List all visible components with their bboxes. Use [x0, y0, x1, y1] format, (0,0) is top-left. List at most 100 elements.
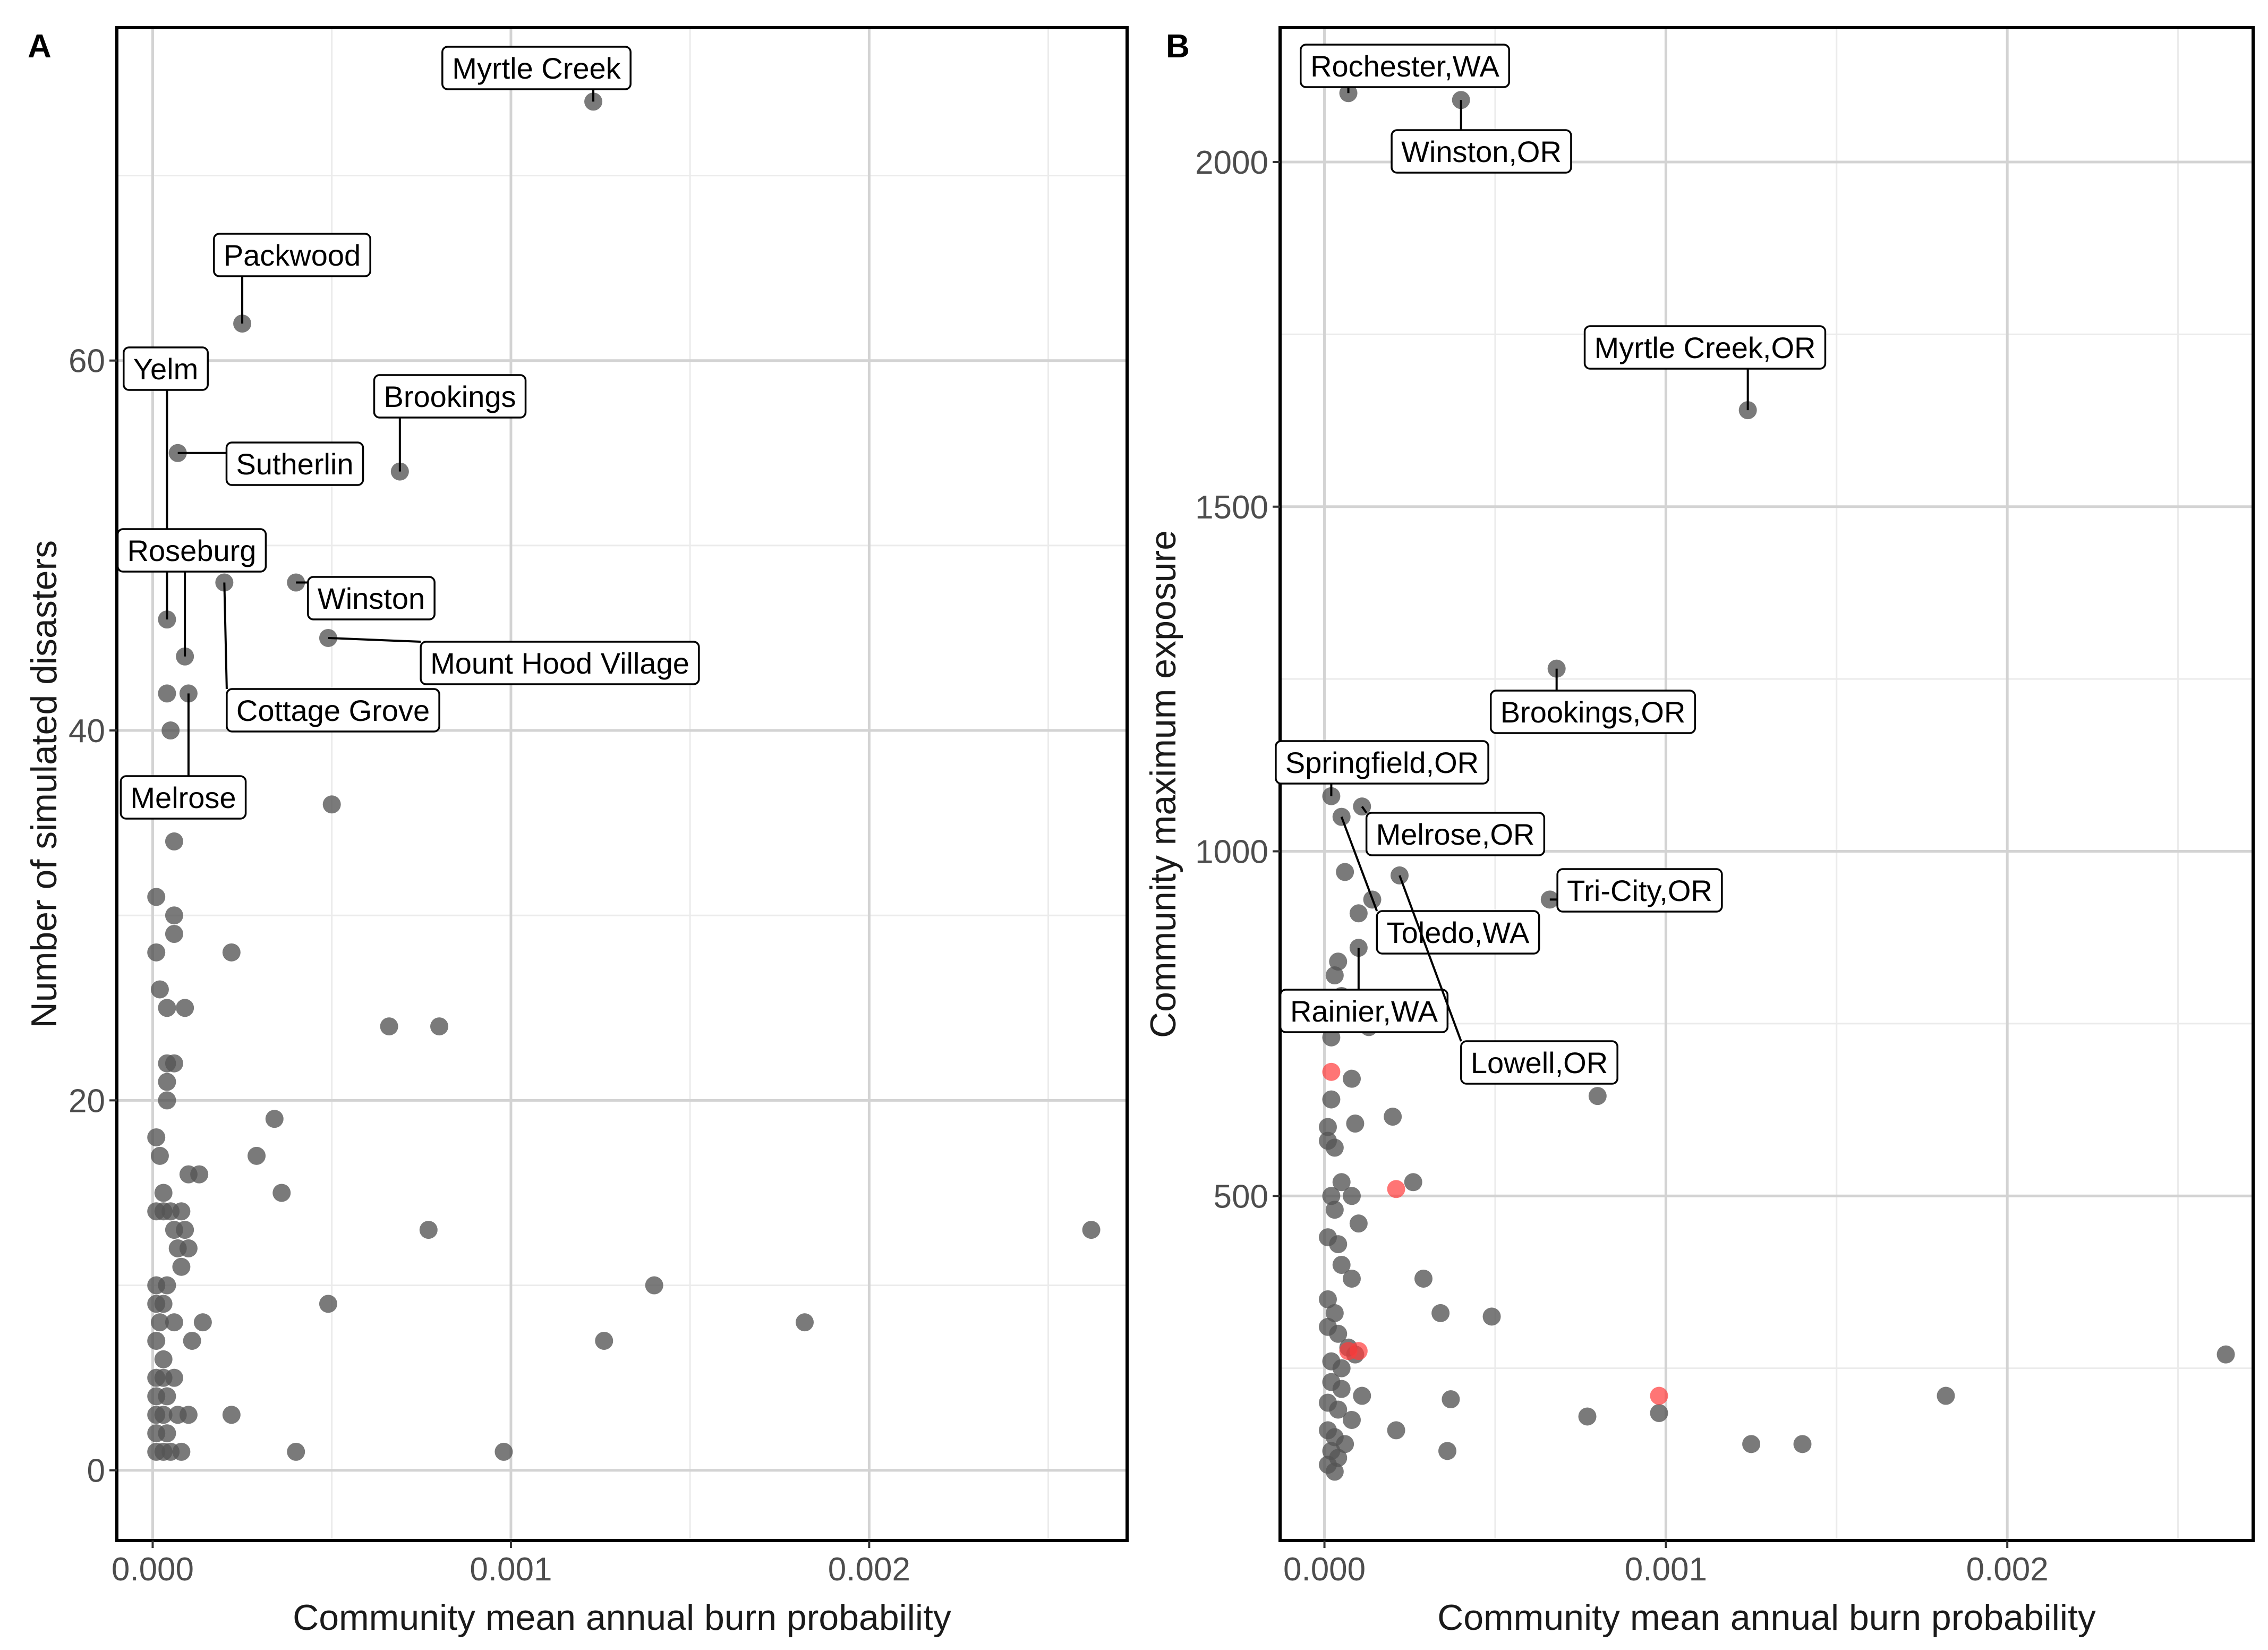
- point-label-box: [1365, 812, 1546, 856]
- point-label-text: Roseburg: [127, 534, 257, 567]
- point-label-text: Packwood: [224, 239, 361, 272]
- point-label: Springfield,OR: [1275, 740, 1489, 796]
- point-label: Winston: [296, 576, 436, 620]
- point-label-box: [1460, 1040, 1618, 1085]
- data-point: [1793, 1435, 1812, 1453]
- point-label-box: [307, 576, 436, 620]
- data-point: [150, 980, 169, 999]
- panel-a-series-communities: [147, 92, 1101, 1461]
- data-point: [154, 1295, 173, 1313]
- panel-b-series-highlighted: [1322, 1062, 1668, 1405]
- point-label: Melrose: [120, 693, 247, 820]
- point-label-box: [116, 528, 267, 573]
- point-label-box: [420, 641, 700, 685]
- label-leader-line: [328, 636, 421, 643]
- data-point: [248, 1146, 266, 1165]
- y-tick-label: 20: [69, 1083, 105, 1119]
- point-label-text: Brookings,OR: [1500, 695, 1686, 729]
- panel-b-series-communities: [1318, 84, 2235, 1481]
- point-label: Rainier,WA: [1279, 948, 1449, 1033]
- data-point: [1332, 1380, 1351, 1398]
- point-label-box: [1275, 740, 1489, 785]
- label-leader-line: [1399, 875, 1462, 1042]
- point-label: Yelm: [123, 346, 209, 620]
- point-label-text: Rainier,WA: [1290, 994, 1438, 1028]
- point-label-text: Lowell,OR: [1471, 1046, 1608, 1079]
- data-point: [1342, 1269, 1361, 1288]
- point-label-box: [1300, 44, 1510, 88]
- y-tick-label: 500: [1214, 1178, 1268, 1215]
- data-point: [1442, 1390, 1460, 1409]
- x-axis-title: Community mean annual burn probability: [1437, 1597, 2096, 1638]
- point-label-text: Toledo,WA: [1387, 916, 1530, 949]
- point-label-text: Rochester,WA: [1310, 49, 1499, 83]
- label-leader-line: [1340, 816, 1378, 912]
- point-label-box: [226, 688, 440, 733]
- data-point: [1325, 1138, 1344, 1157]
- data-point: [1438, 1442, 1456, 1460]
- data-point: [158, 1387, 176, 1406]
- x-tick-label: 0.000: [1283, 1551, 1366, 1588]
- point-label: Myrtle Creek: [441, 46, 632, 102]
- data-point: [1329, 952, 1348, 971]
- point-label: Roseburg: [116, 528, 267, 657]
- label-leader-line: [223, 582, 228, 690]
- point-label: Lowell,OR: [1399, 875, 1618, 1085]
- panel-b: 0.000 0.001 0.002 500 1000 1500 2000 Community …: [1143, 26, 2255, 1638]
- data-point: [1336, 1435, 1354, 1453]
- data-point: [172, 1257, 191, 1276]
- point-label: Sutherlin: [177, 441, 364, 486]
- y-tick-label: 2000: [1195, 144, 1268, 181]
- data-point: [1325, 966, 1344, 985]
- data-point: [172, 1442, 191, 1461]
- point-label-box: [120, 775, 247, 820]
- data-point: [1937, 1387, 1955, 1405]
- point-label-box: [225, 441, 364, 486]
- data-point: [1349, 904, 1368, 923]
- point-label-text: Brookings: [383, 380, 516, 413]
- point-label-text: Tri-City,OR: [1567, 874, 1712, 907]
- data-point: [1342, 1187, 1361, 1205]
- panel-a-labels: Myrtle Creek Packwood Yelm Brookings Sutherl…: [116, 46, 700, 820]
- data-point: [1332, 1173, 1351, 1192]
- point-label-text: Melrose: [130, 781, 236, 814]
- data-point: [1387, 1180, 1405, 1198]
- panel-a-grid: [117, 28, 1127, 1541]
- data-point: [147, 943, 166, 962]
- data-point: [161, 721, 180, 740]
- data-point: [1414, 1269, 1433, 1288]
- point-label: Melrose,OR: [1361, 806, 1546, 856]
- data-point: [165, 925, 183, 943]
- data-point: [154, 1184, 173, 1202]
- data-point: [265, 1110, 284, 1128]
- data-point: [2216, 1345, 2235, 1364]
- data-point: [1342, 1410, 1361, 1429]
- point-label-box: [1583, 325, 1827, 370]
- point-label-box: [1556, 868, 1723, 913]
- data-point: [795, 1313, 814, 1332]
- data-point: [1353, 1387, 1371, 1405]
- point-label: Packwood: [213, 233, 371, 324]
- data-point: [158, 684, 176, 703]
- data-point: [172, 1202, 191, 1221]
- y-tick-label: 1000: [1195, 834, 1268, 871]
- y-axis-title: Community maximum exposure: [1143, 530, 1183, 1038]
- data-point: [1332, 1256, 1351, 1274]
- panel-tag: A: [28, 28, 52, 65]
- data-point: [158, 1091, 176, 1110]
- point-label-box: [123, 346, 209, 391]
- panel-tag: B: [1166, 28, 1190, 65]
- data-point: [147, 1128, 166, 1146]
- point-label: Brookings,OR: [1489, 668, 1696, 734]
- point-label-box: [373, 374, 527, 419]
- data-point: [1349, 1214, 1368, 1233]
- data-point: [190, 1165, 209, 1184]
- point-label-box: [1391, 129, 1572, 174]
- point-label: Cottage Grove: [223, 582, 440, 733]
- data-point: [183, 1331, 201, 1350]
- data-point: [1325, 1462, 1344, 1481]
- point-label: Toledo,WA: [1340, 816, 1540, 955]
- panel-a: 0.000 0.001 0.002 0 20 40 60 Community mean ann…: [24, 26, 1129, 1638]
- data-point: [1742, 1435, 1761, 1453]
